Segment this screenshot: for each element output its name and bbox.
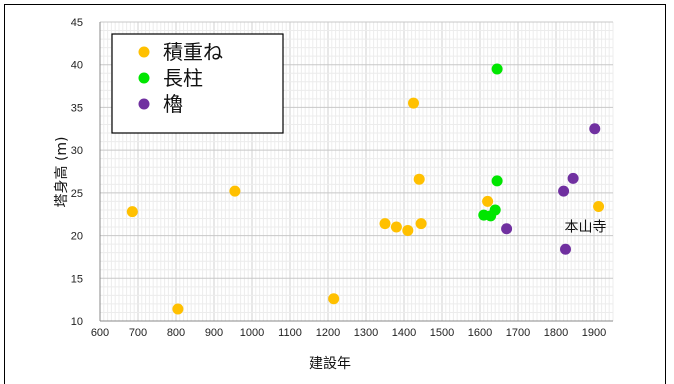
legend-marker xyxy=(138,98,150,110)
x-tick-label: 1200 xyxy=(316,327,340,339)
legend-label: 積重ね xyxy=(163,40,223,64)
y-tick-label: 25 xyxy=(71,188,83,200)
x-tick-label: 1900 xyxy=(582,327,606,339)
x-tick-label: 800 xyxy=(167,327,185,339)
x-tick-label: 1100 xyxy=(278,327,302,339)
data-point xyxy=(482,195,494,207)
data-point xyxy=(489,204,501,216)
y-tick-label: 35 xyxy=(71,102,83,114)
y-tick-label: 30 xyxy=(71,145,83,157)
legend-label: 櫓 xyxy=(163,92,183,116)
data-point xyxy=(328,293,340,305)
x-tick-label: 1600 xyxy=(468,327,492,339)
y-tick-label: 15 xyxy=(71,273,83,285)
data-points xyxy=(126,63,605,315)
axes xyxy=(99,22,613,322)
data-point xyxy=(379,218,391,230)
y-tick-label: 45 xyxy=(71,17,83,29)
data-point xyxy=(501,223,513,235)
x-tick-label: 1300 xyxy=(354,327,378,339)
data-point xyxy=(415,218,427,230)
legend-marker xyxy=(138,72,150,84)
data-point xyxy=(593,201,605,213)
data-point xyxy=(402,224,414,236)
annotation-label: 本山寺 xyxy=(565,220,607,236)
legend-marker xyxy=(138,46,150,58)
data-point xyxy=(560,243,571,255)
x-tick-label: 700 xyxy=(129,327,147,339)
y-tick-labels: 10 15 20 25 30 35 40 45 xyxy=(71,17,83,328)
x-tick-label: 900 xyxy=(205,327,223,339)
y-axis-title: 塔身高 (m) xyxy=(53,136,70,207)
data-point xyxy=(491,175,503,187)
data-point xyxy=(558,185,570,197)
x-tick-label: 1700 xyxy=(506,327,530,339)
data-point xyxy=(413,173,425,185)
data-point xyxy=(589,123,601,135)
data-point xyxy=(567,172,579,184)
x-tick-label: 1800 xyxy=(544,327,568,339)
data-point xyxy=(408,97,419,109)
x-tick-label: 1400 xyxy=(392,327,416,339)
x-tick-label: 1000 xyxy=(240,327,264,339)
legend-label: 長柱 xyxy=(163,66,203,90)
data-point xyxy=(172,303,184,315)
y-tick-label: 40 xyxy=(71,60,83,72)
data-point xyxy=(126,206,138,218)
x-axis-title: 建設年 xyxy=(309,356,351,372)
data-point xyxy=(491,63,503,75)
x-tick-label: 600 xyxy=(91,327,109,339)
data-point xyxy=(229,185,241,197)
x-tick-labels: 600 700 800 900 1000 1100 1200 1300 1400 1500 1600… xyxy=(91,327,606,339)
y-tick-label: 10 xyxy=(71,316,83,328)
y-tick-label: 20 xyxy=(71,231,83,243)
data-point xyxy=(390,221,402,233)
annotations: 本山寺 xyxy=(565,220,607,236)
x-tick-label: 1500 xyxy=(430,327,454,339)
